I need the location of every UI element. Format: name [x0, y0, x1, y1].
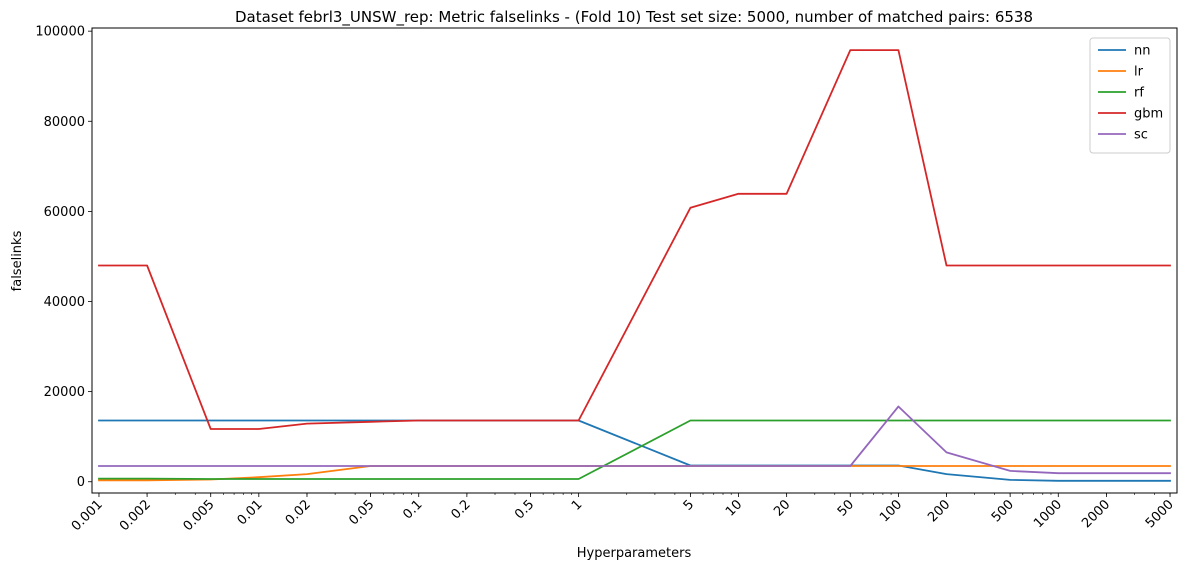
x-tick-label: 0.5 — [512, 497, 537, 522]
y-tick-label: 40000 — [44, 295, 85, 310]
x-tick-label: 0.01 — [235, 497, 266, 528]
series-line-gbm — [98, 49, 1171, 430]
x-tick-label: 2000 — [1079, 497, 1113, 531]
plot-frame — [91, 27, 1178, 494]
x-tick-label: 1 — [569, 497, 585, 513]
x-tick-label: 500 — [989, 497, 1017, 525]
y-tick-label: 80000 — [44, 115, 85, 130]
y-axis: 0 20000 40000 60000 80000 100000 — [35, 25, 92, 490]
x-tick-label: 5 — [681, 497, 697, 513]
legend-box — [1089, 37, 1171, 154]
x-tick-label: 0.005 — [181, 497, 218, 534]
series-line-nn — [98, 419, 1171, 482]
x-tick-label: 0.001 — [69, 497, 106, 534]
legend: nn lr rf gbm sc — [1089, 37, 1171, 154]
x-tick-label: 50 — [835, 497, 857, 519]
x-tick-label: 5000 — [1143, 497, 1177, 531]
series-line-rf — [98, 419, 1171, 480]
y-tick-label: 0 — [77, 475, 85, 490]
legend-label-sc: sc — [1134, 128, 1148, 143]
chart-title: Dataset febrl3_UNSW_rep: Metric falselin… — [235, 8, 1033, 27]
x-tick-label: 100 — [877, 497, 905, 525]
legend-label-nn: nn — [1134, 44, 1150, 59]
plot-area — [98, 49, 1171, 482]
x-tick-label: 10 — [723, 497, 745, 519]
y-tick-label: 100000 — [35, 25, 85, 40]
x-tick-label: 1000 — [1031, 497, 1065, 531]
y-axis-label: falselinks — [10, 230, 25, 291]
legend-label-lr: lr — [1134, 65, 1144, 80]
x-tick-label: 200 — [925, 497, 953, 525]
y-tick-label: 20000 — [44, 385, 85, 400]
x-tick-label: 0.2 — [448, 497, 473, 522]
y-tick-label: 60000 — [44, 205, 85, 220]
series-line-sc — [98, 405, 1171, 475]
x-tick-label: 0.02 — [283, 497, 314, 528]
x-tick-label: 20 — [771, 497, 793, 519]
x-tick-label: 0.002 — [117, 497, 154, 534]
x-tick-label: 0.1 — [400, 497, 425, 522]
legend-label-gbm: gbm — [1134, 107, 1163, 122]
x-axis-label: Hyperparameters — [577, 546, 692, 561]
x-axis: 0.001 0.002 0.005 0.01 0.02 0.05 0.1 0.2 0.5 1 5 10… — [69, 493, 1177, 534]
x-tick-label: 0.05 — [346, 497, 377, 528]
legend-label-rf: rf — [1134, 86, 1144, 101]
